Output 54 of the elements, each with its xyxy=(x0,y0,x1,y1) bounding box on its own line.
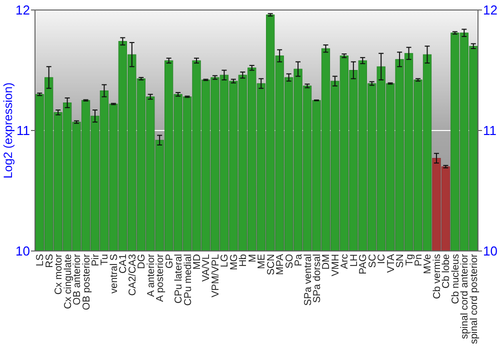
x-tick-label: VA/VL xyxy=(201,254,212,282)
x-tick-label: Cx cingulate xyxy=(62,254,74,310)
x-tick-label: Cx motor xyxy=(54,253,65,295)
x-tick-label: VMH xyxy=(330,254,342,276)
x-tick-label: SC xyxy=(367,254,378,268)
x-tick-label: Hb xyxy=(238,254,250,267)
x-tick-label: CPu lateral xyxy=(174,254,185,304)
x-tick-label: Pir xyxy=(90,253,102,266)
y-axis-title: Log2 (expression) xyxy=(1,82,15,179)
x-tick-label: PAG xyxy=(358,254,370,274)
x-tick-label: SO xyxy=(284,254,296,268)
x-tick-label: OB posterior xyxy=(81,253,92,310)
x-tick-label: CA1 xyxy=(118,254,130,274)
x-tick-label: MVe xyxy=(422,254,434,274)
x-tick-label: LS xyxy=(35,254,46,266)
y-tick-label: 12 xyxy=(16,2,30,18)
x-tick-label: LG xyxy=(220,254,231,268)
x-tick-label: MPA xyxy=(275,254,286,275)
x-tick-label: MG xyxy=(228,254,240,270)
x-tick-label: M xyxy=(247,254,258,262)
y2-tick-label: 12 xyxy=(483,2,498,18)
x-tick-label: Pa xyxy=(294,254,305,266)
x-tick-label: RS xyxy=(44,254,56,268)
y-tick-label: 11 xyxy=(16,123,30,138)
x-tick-label: spinal cord anterior xyxy=(460,253,471,340)
x-tick-label: A anterior xyxy=(146,253,157,297)
x-tick-label: DM xyxy=(321,254,332,270)
x-tick-label: spinal cord posterior xyxy=(468,253,480,344)
x-tick-label: VPM/VPL xyxy=(210,254,222,298)
x-tick-label: Tu xyxy=(100,254,111,266)
y2-tick-label: 11 xyxy=(483,123,496,138)
x-tick-label: ventral S xyxy=(108,254,120,294)
x-tick-label: DG xyxy=(136,254,148,269)
x-tick-label: SCN xyxy=(266,254,277,276)
x-tick-label: Cb nucleus xyxy=(450,254,462,304)
x-tick-label: SN xyxy=(395,254,406,268)
x-tick-label: A posterior xyxy=(155,253,166,302)
x-tick-label: LH xyxy=(348,254,360,267)
x-tick-label: CA2/CA3 xyxy=(127,254,138,296)
x-tick-label: Pn xyxy=(414,254,425,266)
y-tick-label: 10 xyxy=(16,244,30,259)
x-tick-label: SPa ventral xyxy=(302,254,314,306)
x-tick-label: Tg xyxy=(404,254,416,266)
x-tick-label: Cb lobe xyxy=(441,254,452,288)
y2-tick-label: 10 xyxy=(483,244,498,259)
x-tick-label: VTA xyxy=(386,254,397,273)
x-tick-label: IC xyxy=(376,254,388,264)
x-tick-label: Cb vermis xyxy=(432,254,443,300)
x-tick-label: Arc xyxy=(340,254,351,269)
x-tick-label: CPu medial xyxy=(182,254,194,306)
x-tick-label: ME xyxy=(256,254,268,269)
x-tick-label: OB anterior xyxy=(72,253,84,306)
x-tick-label: SPa dorsal xyxy=(312,254,323,303)
x-tick-label: GP xyxy=(164,254,176,268)
